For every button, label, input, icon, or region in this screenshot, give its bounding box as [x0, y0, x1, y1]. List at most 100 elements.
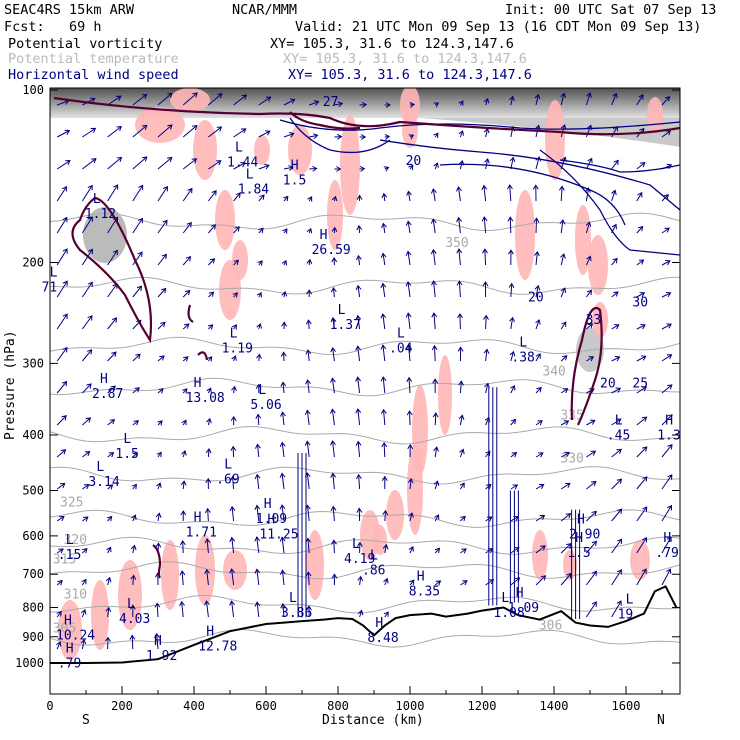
wind-vector: [82, 127, 96, 138]
pv-extremum-value: 2.87: [92, 387, 123, 402]
wind-arrowhead: [532, 184, 539, 190]
wind-speed-contour: [539, 149, 680, 256]
wind-vector: [258, 194, 265, 202]
wind-arrowhead: [331, 257, 338, 263]
theta-label: 315: [53, 553, 76, 568]
wind-vector: [535, 545, 546, 554]
pv-extremum-value: .38: [511, 351, 534, 366]
wind-vector: [208, 93, 223, 106]
wind-speed-label: 20: [406, 154, 422, 169]
wind-arrowhead: [264, 163, 270, 170]
pv-contour: [152, 544, 162, 579]
wind-vector: [231, 506, 235, 522]
wind-arrowhead: [111, 317, 118, 323]
wind-arrowhead: [179, 540, 186, 546]
wind-vector: [586, 356, 594, 362]
wind-arrowhead: [307, 196, 313, 202]
wind-vector: [56, 516, 65, 522]
wind-vector: [282, 603, 285, 618]
pv-extremum-value: 4.19: [344, 552, 375, 567]
wind-arrowhead: [240, 128, 247, 134]
wind-arrowhead: [204, 568, 211, 575]
wind-arrowhead: [381, 441, 388, 448]
wind-arrowhead: [457, 346, 464, 352]
wind-arrowhead: [484, 382, 490, 389]
wind-vector: [81, 579, 87, 586]
wind-arrowhead: [430, 188, 437, 194]
wind-vector: [205, 600, 209, 618]
wind-vector: [407, 313, 411, 330]
field-name-theta: Potential temperature: [8, 51, 179, 67]
wind-vector: [182, 290, 191, 298]
wind-arrowhead: [456, 216, 462, 223]
wind-arrowhead: [405, 312, 412, 318]
wind-vector: [208, 160, 222, 170]
wind-vector: [132, 484, 137, 490]
wind-arrowhead: [408, 164, 414, 171]
wind-arrowhead: [160, 287, 167, 294]
wind-vector: [661, 568, 671, 586]
y-axis-label: Pressure (hPa): [3, 330, 18, 440]
wind-vector: [206, 569, 209, 586]
wind-arrowhead: [458, 130, 465, 136]
wind-vector: [459, 415, 463, 426]
wind-arrowhead: [157, 420, 163, 426]
pv-extremum-value: 3.14: [88, 475, 119, 490]
wind-arrowhead: [462, 580, 468, 586]
wind-vector: [56, 381, 67, 394]
wind-arrowhead: [665, 291, 672, 298]
wind-arrowhead: [356, 541, 363, 547]
pv-extremum-value: 13.08: [186, 391, 225, 406]
forecast-hour: Fcst: 69 h: [4, 19, 102, 35]
wind-arrowhead: [141, 93, 148, 99]
theta-contour-350: [50, 276, 680, 295]
wind-arrowhead: [407, 478, 414, 484]
wind-vector: [586, 420, 595, 426]
wind-vector: [307, 379, 310, 394]
wind-arrowhead: [459, 482, 465, 488]
wind-arrowhead: [590, 419, 596, 425]
wind-arrowhead: [231, 385, 237, 392]
wind-vector: [611, 160, 619, 170]
wind-vector: [281, 504, 285, 522]
wind-arrowhead: [409, 579, 415, 585]
wind-arrowhead: [279, 569, 286, 575]
wind-vector: [611, 418, 622, 426]
wind-arrowhead: [638, 93, 644, 100]
wind-arrowhead: [663, 194, 669, 200]
pv-extremum-kind: H: [194, 510, 202, 525]
wind-vector: [157, 92, 173, 106]
wind-arrowhead: [61, 415, 67, 421]
wind-vector: [182, 481, 185, 490]
pv-extremum-kind: L: [397, 327, 405, 342]
wind-vector: [409, 579, 415, 586]
wind-arrowhead: [509, 95, 515, 102]
pv-contour: [197, 351, 209, 361]
wind-arrowhead: [637, 191, 643, 198]
wind-arrowhead: [62, 248, 68, 254]
wind-arrowhead: [113, 184, 119, 190]
wind-arrowhead: [383, 166, 390, 172]
wind-arrowhead: [329, 408, 336, 414]
wind-arrowhead: [283, 195, 289, 202]
wind-vector: [157, 220, 168, 234]
wind-vector: [207, 418, 211, 426]
wind-arrowhead: [192, 92, 198, 98]
wind-arrowhead: [330, 346, 337, 353]
wind-arrowhead: [383, 611, 389, 617]
wind-vector: [460, 516, 466, 522]
wind-vector: [383, 193, 386, 202]
wind-vector: [510, 317, 514, 330]
wind-arrowhead: [459, 448, 465, 455]
wind-vector: [257, 414, 260, 426]
wind-arrowhead: [142, 156, 148, 162]
wind-arrowhead: [488, 579, 495, 585]
wind-arrowhead: [183, 356, 189, 362]
terrain-line: [50, 585, 678, 664]
wind-arrowhead: [204, 600, 210, 606]
wind-arrowhead: [254, 568, 261, 574]
wind-arrowhead: [561, 321, 567, 327]
wind-arrowhead: [56, 610, 62, 617]
pv-extremum-kind: L: [66, 533, 74, 548]
